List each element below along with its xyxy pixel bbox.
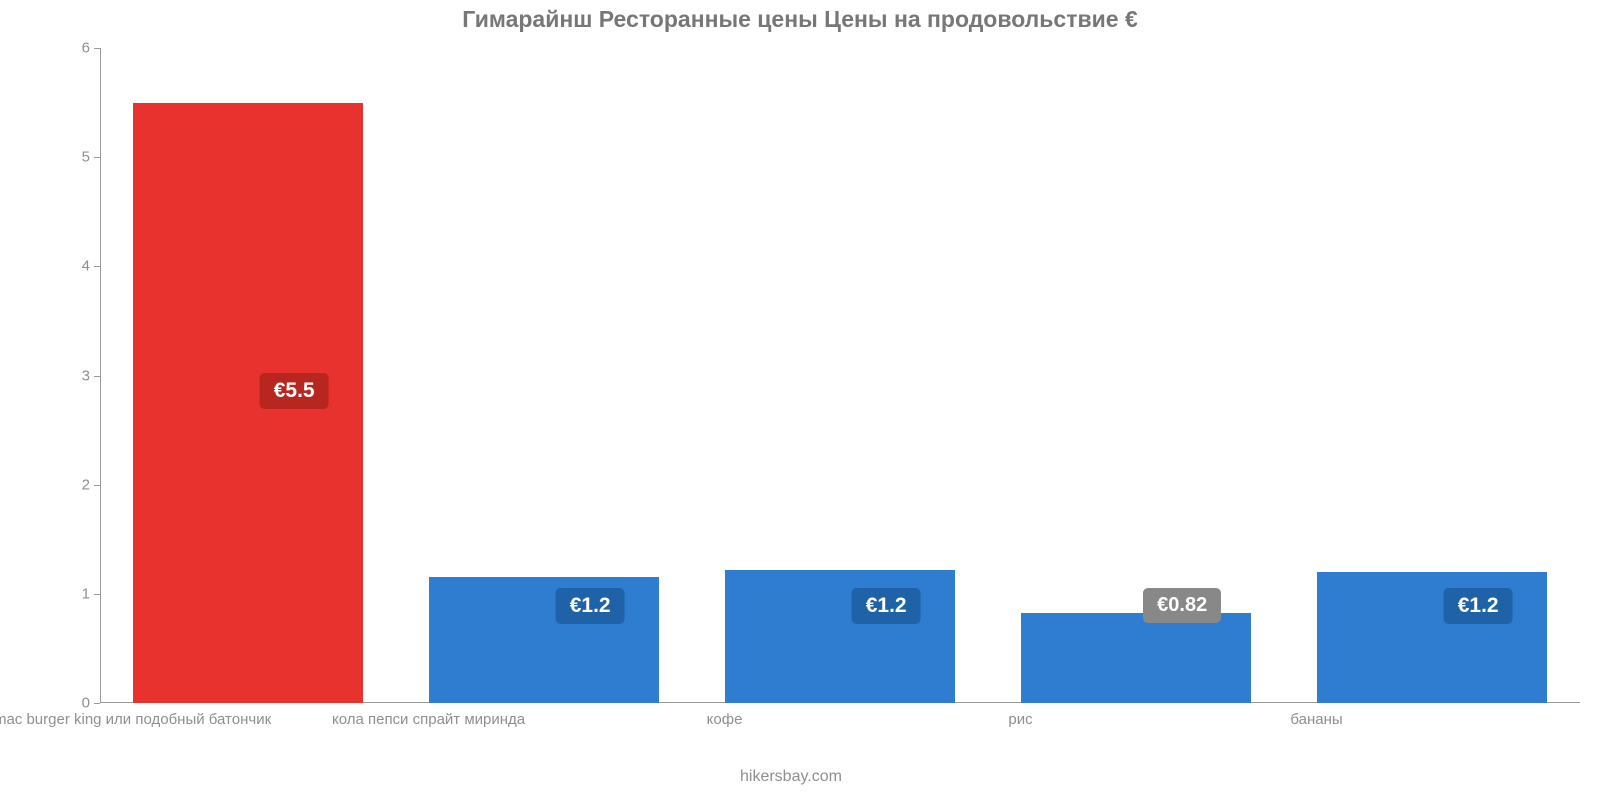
value-badge: €0.82 [1143, 588, 1221, 623]
bar [1021, 613, 1252, 703]
attribution-text: hikersbay.com [740, 768, 842, 786]
chart-container: Гимарайнш Ресторанные цены Цены на продо… [0, 0, 1600, 800]
x-axis-label: кофе [707, 711, 743, 728]
x-axis-label: mac burger king или подобный батончик [0, 711, 271, 728]
chart-title: Гимарайнш Ресторанные цены Цены на продо… [0, 6, 1600, 33]
value-badge: €1.2 [556, 588, 625, 624]
bars-group: €5.5 €1.2 €1.2 €0.82 €1.2 [100, 48, 1580, 703]
x-axis-label: бананы [1290, 711, 1342, 728]
bar [429, 577, 660, 703]
plot-area: 0123456 €5.5€1.2€1.2€0.82€1.2 [100, 48, 1580, 703]
bar [133, 103, 364, 703]
x-axis-label: кола пепси спрайт миринда [332, 711, 525, 728]
value-badge: €1.2 [1444, 588, 1513, 624]
value-badge: €1.2 [852, 588, 921, 624]
bar [1317, 572, 1548, 703]
bar [725, 570, 956, 703]
value-badge: €5.5 [260, 373, 329, 409]
x-axis-label: рис [1008, 711, 1032, 728]
y-tick-mark [94, 703, 100, 704]
